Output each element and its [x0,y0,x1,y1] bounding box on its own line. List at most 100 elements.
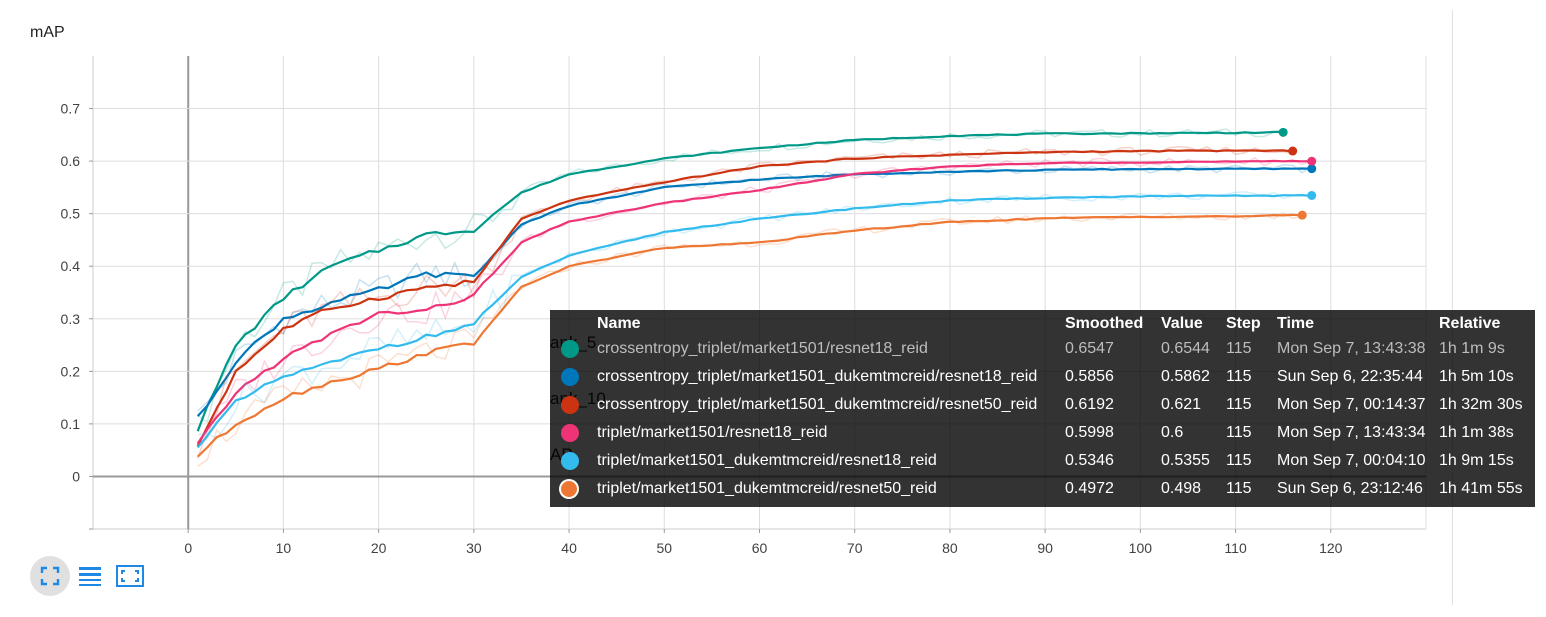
tooltip-cell-value: 0.621 [1161,396,1202,413]
x-tick-label: 110 [1224,540,1247,556]
tooltip-row: triplet/market1501/resnet18_reid 0.5998 0.… [550,419,1535,447]
series-line[interactable] [196,167,1312,417]
tooltip-cell-value: 0.5355 [1161,452,1210,469]
tooltip-cell-relative: 1h 5m 10s [1439,368,1514,385]
y-tick-label: 0.5 [61,206,81,222]
series-color-swatch [561,423,579,442]
series-line[interactable] [196,213,1303,458]
series-color-swatch [561,339,579,358]
tooltip-cell-step: 115 [1226,396,1252,413]
x-tick-label: 120 [1319,540,1343,556]
panel-divider [1452,10,1453,605]
tooltip-table: Name Smoothed Value Step Time Relative c… [550,313,1535,503]
x-tick-label: 90 [1037,540,1053,556]
tooltip-cell-value: 0.6544 [1161,340,1210,357]
x-tick-label: 40 [561,540,577,556]
column-header-value: Value [1161,315,1203,332]
series-endpoint-point[interactable] [1278,127,1288,137]
series-endpoint-point[interactable] [1297,210,1307,220]
tooltip-cell-smoothed: 0.5998 [1065,424,1114,441]
x-tick-label: 0 [184,540,192,556]
tooltip-cell-name: crossentropy_triplet/market1501/resnet18… [597,340,928,357]
series-raw-line [197,156,1312,448]
y-tick-label: 0.1 [61,416,81,432]
series-endpoint-point[interactable] [1307,164,1317,174]
tooltip-cell-time: Mon Sep 7, 00:14:37 [1277,396,1426,413]
tooltip-cell-time: Mon Sep 7, 13:43:34 [1277,424,1426,441]
series-color-swatch [561,395,579,414]
tooltip-row: triplet/market1501_dukemtmcreid/resnet50… [550,475,1535,503]
tooltip-cell-time: Sun Sep 6, 23:12:46 [1277,480,1423,497]
tooltip-cell-smoothed: 0.4972 [1065,480,1114,497]
tooltip-cell-step: 115 [1226,424,1252,441]
series-swatch-cell [550,419,597,447]
expand-icon [116,565,144,587]
series-swatch-cell [550,447,597,475]
series-swatch-cell [550,335,597,363]
y-tick-label: 0.4 [61,258,81,274]
fit-to-screen-button[interactable] [30,556,70,596]
x-tick-label: 80 [942,540,958,556]
tooltip-cell-relative: 1h 9m 15s [1439,452,1514,469]
y-tick-label: 0.7 [61,101,81,117]
tooltip-cell-name: crossentropy_triplet/market1501_dukemtmc… [597,368,1038,385]
tooltip-cell-name: triplet/market1501_dukemtmcreid/resnet18… [597,452,937,469]
column-header-name: Name [597,315,641,332]
series-endpoint-point[interactable] [1307,156,1317,166]
y-tick-label: 0.6 [61,153,81,169]
series-swatch-cell [550,391,597,419]
tooltip-header-row: Name Smoothed Value Step Time Relative [550,313,1535,335]
column-header-step: Step [1226,315,1261,332]
tooltip-cell-time: Mon Sep 7, 13:43:38 [1277,340,1426,357]
tooltip-cell-name: triplet/market1501/resnet18_reid [597,424,828,441]
tooltip-cell-smoothed: 0.6547 [1065,340,1114,357]
tooltip-cell-relative: 1h 41m 55s [1439,480,1523,497]
tooltip-cell-value: 0.5862 [1161,368,1210,385]
series-swatch-cell [550,363,597,391]
y-tick-label: 0.3 [61,311,81,327]
x-tick-label: 60 [752,540,768,556]
x-tick-label: 20 [371,540,387,556]
series-line[interactable] [196,159,1312,445]
tooltip-cell-step: 115 [1226,340,1252,357]
tooltip-cell-smoothed: 0.5856 [1065,368,1114,385]
series-color-swatch [561,367,579,386]
tooltip-cell-name: triplet/market1501_dukemtmcreid/resnet50… [597,480,937,497]
tooltip-cell-step: 115 [1226,480,1252,497]
series-line[interactable] [196,193,1312,449]
axes: 0 10 20 30 40 50 60 70 80 90 100 110 120 0 0.1 0.2 0.3 0.… [61,101,1343,556]
column-header-relative: Relative [1439,315,1501,332]
y-tick-label: 0 [72,468,80,484]
chart-title: mAP [30,24,65,41]
tooltip-row: crossentropy_triplet/market1501_dukemtmc… [550,363,1535,391]
tooltip-row: crossentropy_triplet/market1501/resnet18… [550,335,1535,363]
x-tick-label: 70 [847,540,863,556]
series-swatch-cell [550,475,597,503]
tooltip-cell-smoothed: 0.6192 [1065,396,1114,413]
series-line[interactable] [196,149,1293,447]
tooltip-cell-name: crossentropy_triplet/market1501_dukemtmc… [597,396,1038,413]
series-endpoint-point[interactable] [1307,190,1317,200]
tooltip-cell-step: 115 [1226,368,1252,385]
fit-to-screen-icon [40,566,60,586]
list-icon [79,567,101,586]
column-header-smoothed: Smoothed [1065,315,1144,332]
expand-button[interactable] [110,556,150,596]
x-tick-label: 100 [1129,540,1153,556]
series-endpoint-point[interactable] [1288,146,1298,156]
series-line[interactable] [196,130,1284,432]
swatch-column-header [550,313,597,335]
tooltip-cell-time: Sun Sep 6, 22:35:44 [1277,368,1423,385]
tooltip-row: crossentropy_triplet/market1501_dukemtmc… [550,391,1535,419]
tooltip-cell-relative: 1h 1m 38s [1439,424,1514,441]
tooltip-cell-time: Mon Sep 7, 00:04:10 [1277,452,1426,469]
tooltip-cell-relative: 1h 1m 9s [1439,340,1505,357]
series-lines [196,127,1317,467]
series-raw-line [197,128,1284,424]
x-tick-label: 30 [466,540,482,556]
toggle-list-button[interactable] [70,556,110,596]
y-tick-label: 0.2 [61,363,81,379]
data-tooltip: Name Smoothed Value Step Time Relative c… [550,310,1535,507]
tooltip-cell-smoothed: 0.5346 [1065,452,1114,469]
